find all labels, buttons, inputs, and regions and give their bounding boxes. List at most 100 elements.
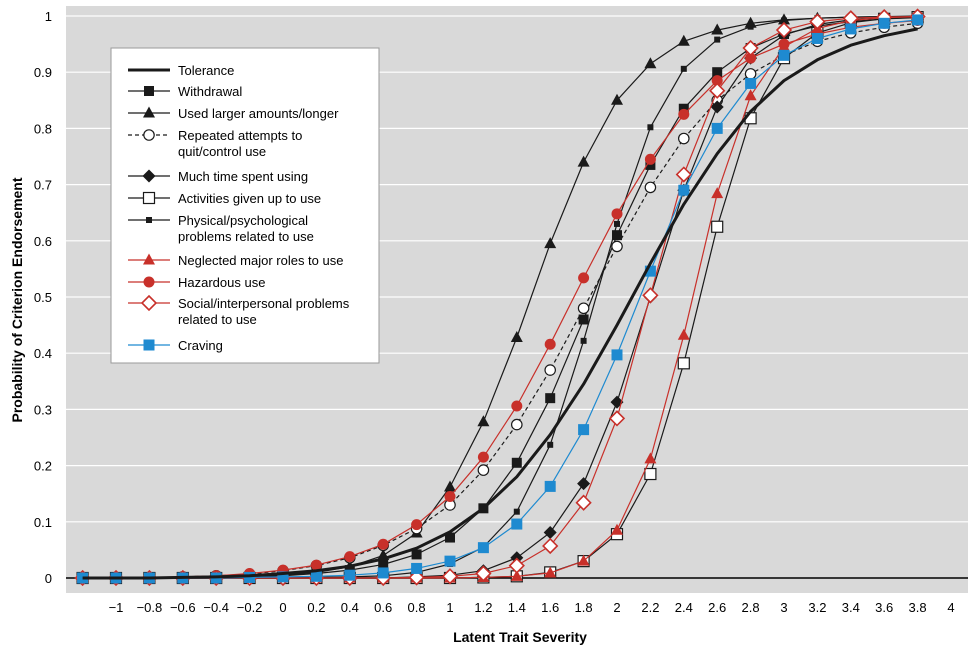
data-point xyxy=(644,153,656,165)
series-layer xyxy=(74,8,926,587)
data-point xyxy=(411,549,422,560)
data-point xyxy=(580,337,587,344)
data-point xyxy=(344,551,356,563)
data-point xyxy=(809,13,826,30)
x-tick-label: 0.8 xyxy=(408,600,426,615)
data-point xyxy=(744,89,757,101)
legend-label: Withdrawal xyxy=(178,84,242,99)
data-point xyxy=(711,23,724,35)
data-point xyxy=(644,57,657,69)
data-point xyxy=(644,181,657,194)
x-tick-label: −0.6 xyxy=(170,600,196,615)
data-point xyxy=(745,52,757,64)
data-point xyxy=(277,571,289,583)
legend-marker xyxy=(146,217,152,223)
x-tick-label: 4 xyxy=(947,600,954,615)
data-point xyxy=(611,93,623,105)
data-point xyxy=(711,220,724,233)
data-point xyxy=(547,441,554,448)
legend-label: Social/interpersonal problems xyxy=(178,296,350,311)
legend-item-neglected-major-roles-to-use: Neglected major roles to use xyxy=(128,253,343,268)
data-point xyxy=(344,569,356,581)
y-tick-label: 0.5 xyxy=(34,290,52,305)
x-axis-ticks: −1 −0.8 −0.6 −0.4 −0.2 0 0.2 0.4 0.6 0.8 1 1.2 1.4 1.… xyxy=(109,600,955,615)
data-point xyxy=(711,75,723,87)
data-point xyxy=(742,39,759,57)
data-point xyxy=(378,559,389,570)
legend-marker xyxy=(144,86,154,96)
x-tick-label: 1.6 xyxy=(541,600,559,615)
x-tick-label: 1.8 xyxy=(575,600,593,615)
legend-item-hazardous-use: Hazardous use xyxy=(128,275,265,290)
legend-item-much-time-spent-using: Much time spent using xyxy=(128,169,308,184)
data-point xyxy=(441,568,459,585)
data-point xyxy=(511,400,523,412)
data-point xyxy=(477,451,489,463)
data-point xyxy=(477,542,489,554)
x-tick-label: 3.2 xyxy=(808,600,826,615)
x-tick-label: −0.2 xyxy=(237,600,263,615)
legend-box xyxy=(110,47,380,364)
data-point xyxy=(578,314,589,325)
data-point xyxy=(578,272,590,284)
data-point xyxy=(543,525,557,539)
data-point xyxy=(511,518,523,530)
data-point xyxy=(575,494,592,511)
y-axis-title: Probability of Criterion Endorsement xyxy=(9,177,25,422)
x-axis-title: Latent Trait Severity xyxy=(453,629,587,645)
x-tick-label: 0.2 xyxy=(307,600,325,615)
data-point xyxy=(577,302,590,315)
data-point xyxy=(644,265,656,277)
data-point xyxy=(644,452,657,464)
data-point xyxy=(712,67,723,78)
y-tick-label: 0.6 xyxy=(34,234,52,249)
data-point xyxy=(577,554,590,566)
data-point xyxy=(645,159,656,170)
legend: Tolerance Withdrawal Used larger amounts/l… xyxy=(110,47,380,364)
data-point xyxy=(642,287,659,304)
x-tick-label: 0 xyxy=(279,600,286,615)
legend-item-craving: Craving xyxy=(128,338,223,353)
y-tick-label: 0.9 xyxy=(34,65,52,80)
y-tick-label: 0.1 xyxy=(34,515,52,530)
data-point xyxy=(544,566,557,578)
y-tick-label: 0 xyxy=(45,571,52,586)
data-point xyxy=(542,537,559,555)
data-point xyxy=(678,108,690,120)
legend-marker xyxy=(142,191,156,205)
data-point xyxy=(647,124,654,131)
data-point xyxy=(845,23,857,35)
legend-marker xyxy=(142,169,156,183)
data-point xyxy=(714,36,721,43)
data-point xyxy=(711,187,724,199)
data-point xyxy=(677,328,690,340)
data-point xyxy=(510,418,523,431)
data-point xyxy=(411,519,423,531)
legend-label: Activities given up to use xyxy=(178,191,321,206)
data-point xyxy=(608,410,626,427)
legend-marker xyxy=(143,339,155,351)
data-point xyxy=(680,65,687,72)
data-point xyxy=(711,122,723,134)
series-line xyxy=(82,27,918,580)
data-point xyxy=(675,166,692,183)
x-tick-label: 2.4 xyxy=(675,600,693,615)
data-point xyxy=(677,132,690,145)
data-point xyxy=(310,559,322,571)
x-tick-label: 3.4 xyxy=(842,600,860,615)
x-tick-label: 2.2 xyxy=(641,600,659,615)
data-point xyxy=(544,338,556,350)
data-point xyxy=(511,457,522,468)
x-tick-label: 1.2 xyxy=(474,600,492,615)
legend-label: Tolerance xyxy=(178,63,234,78)
data-point xyxy=(678,184,690,196)
data-point xyxy=(444,480,456,492)
data-point xyxy=(545,393,556,404)
y-tick-label: 1 xyxy=(45,9,52,24)
data-point xyxy=(612,230,622,241)
x-tick-label: 0.6 xyxy=(374,600,392,615)
legend-item-used-larger-amounts-longer: Used larger amounts/longer xyxy=(128,106,339,121)
data-point xyxy=(747,23,754,30)
